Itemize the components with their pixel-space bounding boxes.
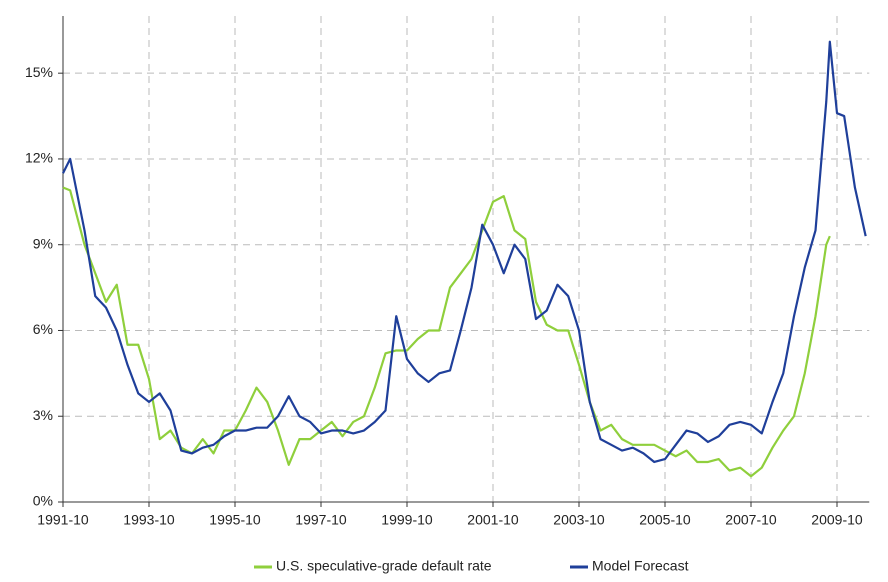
x-tick-label: 2001-10	[467, 512, 519, 528]
y-tick-label: 0%	[33, 493, 53, 509]
x-tick-label: 2003-10	[553, 512, 605, 528]
x-tick-label: 1999-10	[381, 512, 433, 528]
series-line	[62, 186, 831, 478]
y-tick-label: 12%	[25, 150, 53, 166]
y-tick-label: 9%	[33, 235, 53, 251]
series-line	[62, 40, 867, 464]
x-tick-label: 2007-10	[725, 512, 777, 528]
y-tick-label: 15%	[25, 64, 53, 80]
x-tick-label: 1991-10	[37, 512, 89, 528]
legend-label: Model Forecast	[592, 558, 689, 574]
legend-label: U.S. speculative-grade default rate	[276, 558, 492, 574]
x-tick-label: 2009-10	[811, 512, 863, 528]
y-tick-label: 3%	[33, 407, 53, 423]
x-tick-label: 1993-10	[123, 512, 175, 528]
x-tick-label: 1997-10	[295, 512, 347, 528]
x-tick-label: 1995-10	[209, 512, 261, 528]
x-tick-label: 2005-10	[639, 512, 691, 528]
y-tick-label: 6%	[33, 321, 53, 337]
